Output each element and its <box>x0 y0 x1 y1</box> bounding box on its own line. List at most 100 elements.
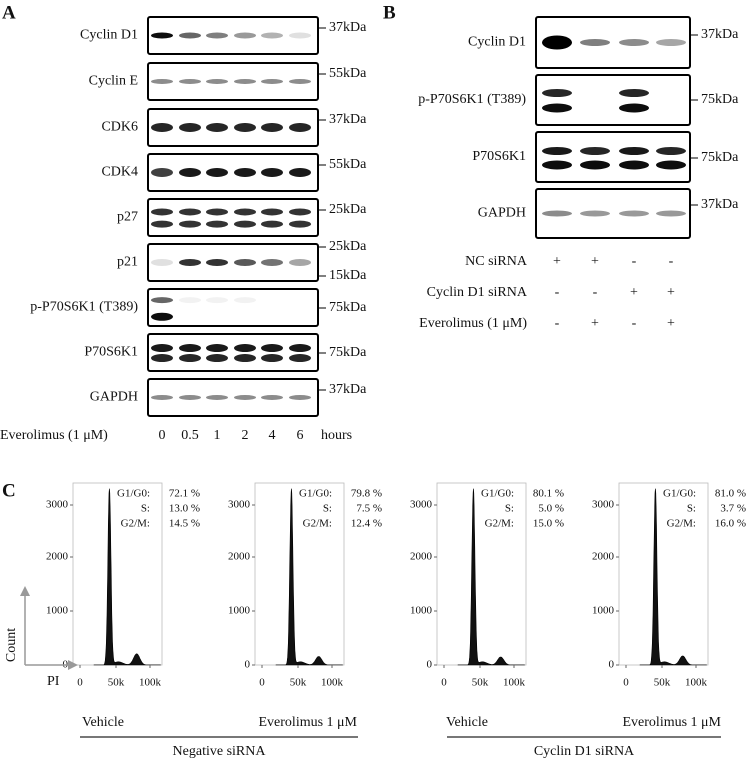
band <box>179 79 201 84</box>
band <box>179 354 201 363</box>
phase-label: G1/G0: <box>117 488 150 500</box>
condition-mark: + <box>553 254 561 269</box>
blot-frame <box>147 378 319 417</box>
band <box>179 123 201 132</box>
phase-label: G1/G0: <box>663 488 696 500</box>
blot-frame <box>147 243 319 282</box>
blot-frame <box>147 333 319 372</box>
x-tick-label: 100k <box>503 677 526 689</box>
phase-value: 16.0 % <box>715 518 746 530</box>
x-tick-label: 0 <box>441 677 447 689</box>
y-tick-label: 2000 <box>228 551 251 563</box>
timepoint: 0 <box>159 428 166 443</box>
band <box>261 208 283 216</box>
condition-mark: - <box>593 285 598 300</box>
group-label: Negative siRNA <box>173 744 267 759</box>
histogram <box>93 488 161 666</box>
histogram <box>639 488 707 666</box>
band <box>206 32 228 39</box>
phase-label: G2/M: <box>667 518 696 530</box>
phase-value: 15.0 % <box>533 518 564 530</box>
histogram <box>457 488 525 666</box>
x-axis-label: PI <box>47 674 60 689</box>
panel-label: A <box>2 2 16 23</box>
band <box>234 220 256 228</box>
plot-frame <box>436 482 527 666</box>
band <box>289 208 311 216</box>
band <box>179 208 201 216</box>
band <box>619 103 649 113</box>
y-tick-label: 0 <box>609 659 615 671</box>
y-tick-label: 3000 <box>592 499 615 511</box>
band <box>234 208 256 216</box>
blot-label: GAPDH <box>478 206 526 221</box>
condition-label: Vehicle <box>82 715 124 730</box>
timepoint: 6 <box>297 428 304 443</box>
size-marker: 75kDa <box>701 92 739 107</box>
timepoint: 2 <box>242 428 249 443</box>
y-tick-label: 3000 <box>410 499 433 511</box>
band <box>234 354 256 363</box>
phase-value: 12.4 % <box>351 518 382 530</box>
band <box>542 210 572 217</box>
band <box>234 32 256 39</box>
phase-value: 79.8 % <box>351 488 382 500</box>
timepoint: 1 <box>214 428 221 443</box>
phase-label: G2/M: <box>121 518 150 530</box>
phase-value: 5.0 % <box>538 503 564 515</box>
band <box>261 259 283 266</box>
blot-frame <box>147 16 319 55</box>
band <box>179 32 201 39</box>
band <box>151 123 173 132</box>
x-tick-label: 100k <box>685 677 708 689</box>
band <box>542 147 572 155</box>
band <box>206 259 228 266</box>
x-tick-label: 50k <box>654 677 671 689</box>
size-marker: 15kDa <box>329 268 367 283</box>
phase-value: 3.7 % <box>720 503 746 515</box>
condition-label: Everolimus 1 μM <box>623 715 722 730</box>
condition-mark: - <box>555 285 560 300</box>
band <box>179 220 201 228</box>
size-marker: 75kDa <box>329 300 367 315</box>
band <box>151 344 173 353</box>
band <box>289 395 311 400</box>
x-tick-label: 100k <box>139 677 162 689</box>
band <box>151 79 173 84</box>
band <box>234 168 256 177</box>
size-marker: 75kDa <box>701 150 739 165</box>
band <box>234 344 256 353</box>
band <box>656 210 686 217</box>
band <box>261 344 283 353</box>
band <box>619 210 649 217</box>
band <box>179 344 201 353</box>
band <box>151 220 173 228</box>
phase-value: 14.5 % <box>169 518 200 530</box>
band <box>151 208 173 216</box>
phase-value: 13.0 % <box>169 503 200 515</box>
blot-label: P70S6K1 <box>84 345 138 360</box>
condition-label: Vehicle <box>446 715 488 730</box>
y-tick-label: 1000 <box>228 605 251 617</box>
phase-label: G1/G0: <box>299 488 332 500</box>
x-tick-label: 50k <box>108 677 125 689</box>
y-tick-label: 1000 <box>592 605 615 617</box>
blot-frame <box>147 153 319 192</box>
condition-mark: + <box>591 316 599 331</box>
band <box>206 123 228 132</box>
band <box>234 259 256 266</box>
size-marker: 75kDa <box>329 345 367 360</box>
phase-value: 7.5 % <box>356 503 382 515</box>
band <box>261 123 283 132</box>
blot-label: p-P70S6K1 (T389) <box>418 92 526 107</box>
blot-frame <box>535 74 691 126</box>
band <box>151 259 173 266</box>
size-marker: 55kDa <box>329 157 367 172</box>
y-tick-label: 1000 <box>46 605 69 617</box>
band <box>619 89 649 97</box>
histogram <box>275 488 343 666</box>
timepoint: 0.5 <box>181 428 199 443</box>
condition-mark: + <box>667 316 675 331</box>
band <box>289 168 311 177</box>
